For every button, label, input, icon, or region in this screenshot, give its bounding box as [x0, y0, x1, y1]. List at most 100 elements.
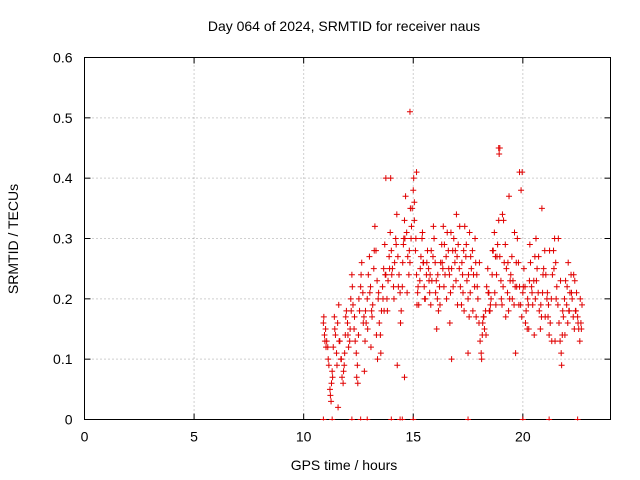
- data-point: [574, 313, 581, 320]
- data-point: [545, 301, 552, 308]
- data-point: [354, 362, 361, 369]
- y-tick-label: 0: [65, 412, 73, 428]
- data-point: [421, 295, 428, 302]
- x-tick-label: 0: [81, 429, 89, 445]
- data-point: [563, 301, 570, 308]
- data-point: [452, 277, 459, 284]
- data-point: [525, 326, 532, 332]
- data-point: [537, 301, 544, 308]
- data-point: [513, 283, 520, 290]
- data-point: [429, 253, 436, 260]
- data-point: [515, 301, 522, 308]
- data-point: [446, 271, 453, 278]
- y-tick-label: 0.1: [53, 351, 73, 367]
- axis-ticks: [84, 57, 611, 420]
- data-point: [549, 271, 556, 278]
- data-point: [353, 374, 360, 381]
- data-point: [498, 295, 505, 302]
- data-point: [335, 301, 342, 308]
- data-point: [388, 247, 395, 254]
- zero-value-point: [348, 416, 355, 421]
- data-point: [575, 319, 582, 326]
- data-point: [539, 271, 546, 278]
- zero-value-point: [329, 416, 336, 421]
- data-point: [401, 217, 408, 224]
- data-point: [336, 338, 343, 345]
- data-point: [431, 235, 438, 242]
- zero-value-point: [574, 416, 581, 421]
- data-point: [393, 211, 400, 218]
- data-point: [357, 283, 364, 290]
- data-point: [365, 271, 372, 278]
- data-point: [386, 265, 393, 272]
- data-point: [511, 229, 518, 236]
- data-point: [552, 338, 559, 345]
- data-point: [352, 338, 359, 345]
- data-point: [433, 326, 440, 332]
- data-point: [391, 259, 398, 266]
- data-point: [508, 253, 515, 260]
- data-point: [479, 319, 486, 326]
- data-point: [412, 247, 419, 254]
- data-point: [346, 338, 353, 345]
- data-point: [386, 253, 393, 260]
- data-point: [552, 259, 559, 266]
- data-point: [342, 313, 349, 320]
- data-point: [385, 277, 392, 284]
- data-point: [419, 235, 426, 242]
- data-point: [469, 307, 476, 314]
- data-point: [532, 295, 539, 302]
- data-point: [538, 205, 545, 212]
- data-point: [341, 362, 348, 369]
- data-point: [358, 259, 365, 266]
- data-point: [454, 301, 461, 308]
- data-point: [518, 187, 525, 194]
- data-point: [466, 313, 473, 320]
- data-point: [571, 277, 578, 284]
- data-point: [507, 271, 514, 278]
- data-point: [532, 235, 539, 242]
- data-point: [344, 332, 351, 339]
- data-point: [347, 326, 354, 332]
- data-point: [506, 193, 513, 200]
- data-point: [578, 326, 585, 332]
- y-tick-label: 0.3: [53, 231, 73, 247]
- data-point: [560, 313, 567, 320]
- data-point: [332, 332, 339, 339]
- data-point: [331, 313, 338, 320]
- data-point: [499, 301, 506, 308]
- data-point: [502, 313, 509, 320]
- data-point: [516, 169, 523, 176]
- data-point: [439, 259, 446, 266]
- data-point: [371, 223, 378, 230]
- data-point: [426, 289, 433, 296]
- data-point: [366, 289, 373, 296]
- data-point: [569, 295, 576, 302]
- data-point: [487, 301, 494, 308]
- data-point: [345, 344, 352, 351]
- data-point: [330, 344, 337, 351]
- data-point: [326, 386, 333, 393]
- data-point: [379, 283, 386, 290]
- data-point: [566, 307, 573, 314]
- data-point: [434, 271, 441, 278]
- data-point: [341, 350, 348, 357]
- data-point: [483, 283, 490, 290]
- data-point: [502, 241, 509, 248]
- data-point: [393, 241, 400, 248]
- data-point: [374, 277, 381, 284]
- data-point: [577, 295, 584, 302]
- data-point: [515, 259, 522, 266]
- zero-value-point: [399, 416, 406, 421]
- data-point: [419, 229, 426, 236]
- data-point: [486, 307, 493, 314]
- data-point: [537, 326, 544, 332]
- zero-value-point: [410, 416, 417, 421]
- data-point: [505, 307, 512, 314]
- data-point: [412, 235, 419, 242]
- data-point: [553, 295, 560, 302]
- data-point: [394, 253, 401, 260]
- data-point: [388, 271, 395, 278]
- data-point: [369, 313, 376, 320]
- data-point: [465, 271, 472, 278]
